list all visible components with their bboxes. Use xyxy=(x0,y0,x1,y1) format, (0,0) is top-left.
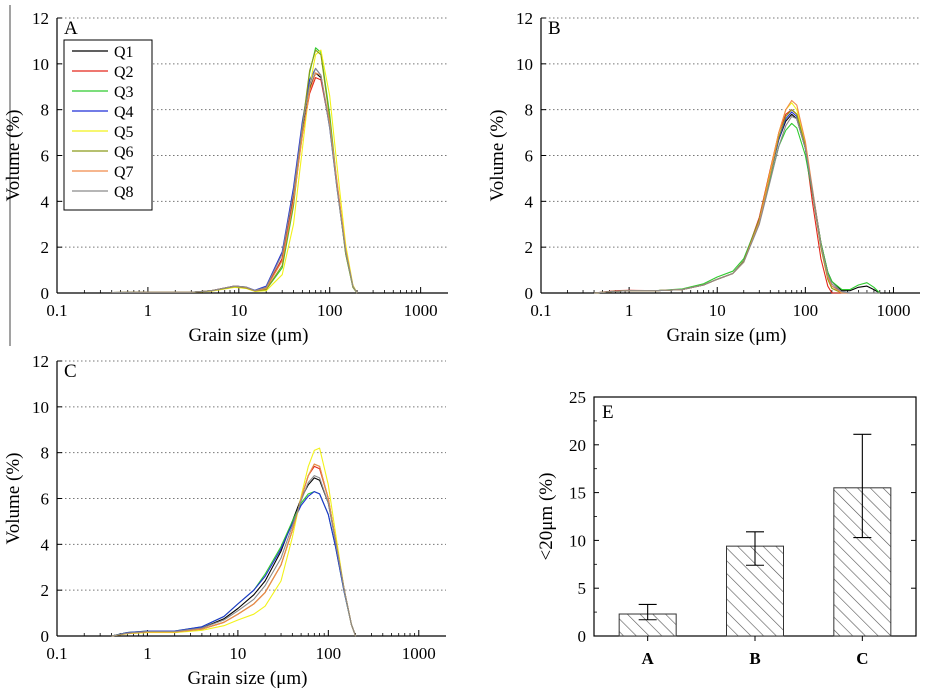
x-axis-title: Grain size (μm) xyxy=(189,325,309,346)
x-tick-label: 1 xyxy=(625,301,634,320)
legend-box xyxy=(63,39,153,211)
series-q7-line xyxy=(594,99,880,294)
series-q7-line xyxy=(111,463,357,637)
y-tick-label: 2 xyxy=(41,581,50,600)
series-q5-line xyxy=(594,102,880,294)
panel-c-chart: 0 2 4 6 8 10 12 0.1 1 10 100 1000 Grain size (μm) Vol… xyxy=(3,352,446,688)
y-tick-label: 12 xyxy=(32,9,49,28)
y-tick-label: 0 xyxy=(525,284,534,303)
x-tick-label: 1000 xyxy=(404,301,438,320)
y-tick-label: 15 xyxy=(569,484,586,503)
legend-entry: Q1 xyxy=(114,44,134,61)
y-tick-label: 10 xyxy=(516,55,533,74)
x-axis-title: Grain size (μm) xyxy=(667,325,787,346)
y-tick-label: 6 xyxy=(41,490,50,509)
x-tick-label: 0.1 xyxy=(46,301,67,320)
y-tick-label: 20 xyxy=(569,436,586,455)
panel-label: B xyxy=(548,18,561,39)
panel-label: C xyxy=(64,361,77,382)
x-tick-label: 1000 xyxy=(876,301,910,320)
x-category-label: B xyxy=(749,649,760,668)
y-tick-label: 4 xyxy=(41,192,50,211)
series-q6-line xyxy=(111,463,357,637)
panel-b-chart: 0 2 4 6 8 10 12 0.1 1 10 100 1000 Grain size (μm) Vol… xyxy=(487,9,920,346)
y-tick-label: 0 xyxy=(41,627,50,646)
legend-entry: Q7 xyxy=(114,164,134,181)
panel-e-bar-chart: 0 5 10 15 20 25 A B C <20μm (%) E xyxy=(536,388,917,668)
x-tick-label: 10 xyxy=(229,644,246,663)
x-tick-label: 0.1 xyxy=(46,644,67,663)
series-q4-line xyxy=(111,491,357,637)
x-tick-label: 100 xyxy=(316,644,342,663)
x-tick-label: 100 xyxy=(317,301,343,320)
series-q2-line xyxy=(111,465,357,637)
x-category-label: C xyxy=(856,649,868,668)
y-axis-title: Volume (%) xyxy=(487,110,508,202)
y-tick-label: 8 xyxy=(41,444,50,463)
legend: Q1 Q2 Q3 Q4 Q5 Q6 Q7 Q8 xyxy=(63,39,153,211)
series-q5-line xyxy=(111,447,357,637)
legend-entry: Q6 xyxy=(114,144,134,161)
series-q8-line xyxy=(111,67,358,294)
y-axis-title: Volume (%) xyxy=(3,110,24,202)
x-tick-label: 10 xyxy=(230,301,247,320)
y-tick-label: 4 xyxy=(525,192,534,211)
y-tick-label: 10 xyxy=(569,531,586,550)
x-tick-label: 1 xyxy=(144,301,153,320)
y-tick-label: 4 xyxy=(41,535,50,554)
panel-label: A xyxy=(64,18,78,39)
y-tick-label: 5 xyxy=(578,579,587,598)
legend-entry: Q2 xyxy=(114,64,134,81)
y-tick-label: 12 xyxy=(32,352,49,371)
series-q8-line xyxy=(111,475,357,637)
y-tick-label: 8 xyxy=(525,101,534,120)
legend-entry: Q5 xyxy=(114,124,134,141)
y-tick-label: 12 xyxy=(516,9,533,28)
legend-entry: Q3 xyxy=(114,84,134,101)
legend-entry: Q8 xyxy=(114,184,134,201)
y-tick-label: 2 xyxy=(525,238,534,257)
y-axis-title: <20μm (%) xyxy=(536,473,557,561)
x-tick-label: 0.1 xyxy=(530,301,551,320)
series-q8-line xyxy=(594,115,880,294)
series-q3-line xyxy=(111,491,357,637)
legend-entry: Q4 xyxy=(114,104,134,121)
panel-label: E xyxy=(602,402,614,423)
series-q1-line xyxy=(111,477,357,637)
x-axis-title: Grain size (μm) xyxy=(188,668,308,688)
x-tick-label: 1 xyxy=(143,644,152,663)
series-q3-line xyxy=(594,122,881,294)
y-tick-label: 6 xyxy=(41,147,50,166)
y-tick-label: 0 xyxy=(578,627,587,646)
y-tick-label: 25 xyxy=(569,388,586,407)
x-tick-label: 1000 xyxy=(402,644,436,663)
y-tick-label: 10 xyxy=(32,55,49,74)
y-tick-label: 8 xyxy=(41,101,50,120)
y-tick-label: 6 xyxy=(525,147,534,166)
series-q6-line xyxy=(594,109,880,294)
x-tick-label: 100 xyxy=(793,301,819,320)
series-q2-line xyxy=(594,109,880,294)
y-tick-label: 0 xyxy=(41,284,50,303)
y-tick-label: 2 xyxy=(41,238,50,257)
x-category-label: A xyxy=(642,649,655,668)
y-axis-title: Volume (%) xyxy=(3,453,24,545)
panel-a-chart: 0 2 4 6 8 10 12 0.1 1 10 100 1000 Grain size (μm) Vol… xyxy=(3,9,448,346)
x-tick-label: 10 xyxy=(709,301,726,320)
y-tick-label: 10 xyxy=(32,398,49,417)
